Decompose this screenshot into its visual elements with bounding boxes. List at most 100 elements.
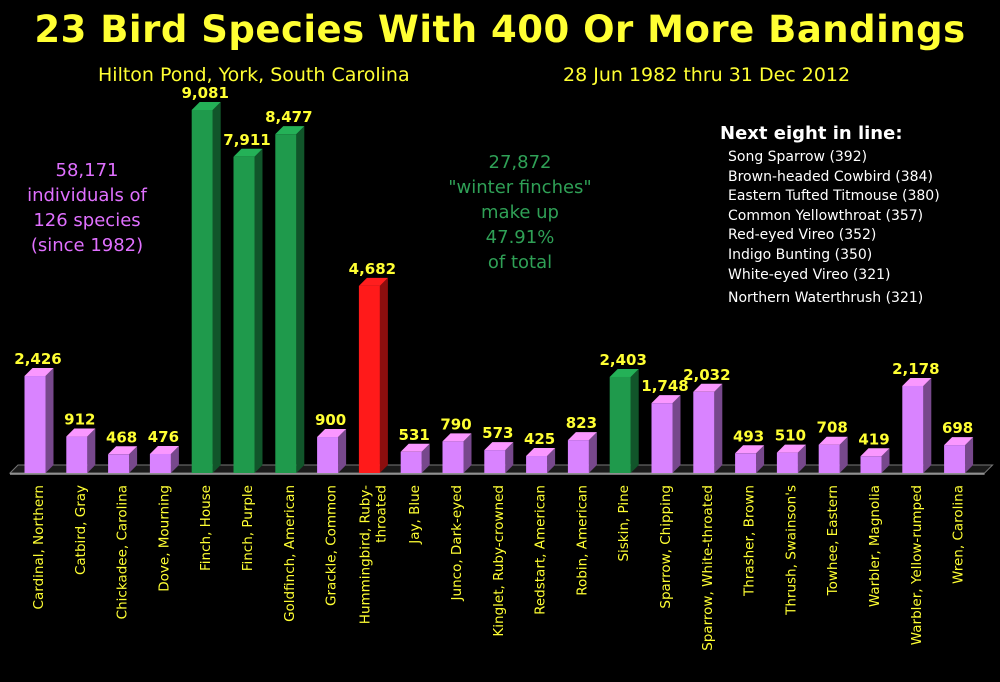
category-tick-label: Thrush, Swainson's <box>783 485 799 616</box>
bar <box>567 432 597 473</box>
bar-front <box>609 376 631 473</box>
bar-front <box>24 376 46 473</box>
bar <box>275 126 305 473</box>
bar <box>317 429 347 473</box>
bar-top <box>442 433 472 442</box>
category-tick-label: Finch, Purple <box>240 485 256 571</box>
category-tick-label: Catbird, Gray <box>73 485 89 575</box>
next-eight-item: Northern Waterthrush (321) <box>728 290 924 307</box>
bar-value-label: 531 <box>399 426 430 444</box>
bar-top <box>693 383 723 392</box>
bar-value-label: 573 <box>482 424 513 442</box>
bar-value-label: 698 <box>942 419 973 437</box>
individuals-note-line: 126 species <box>33 210 141 231</box>
bar-side <box>338 429 347 473</box>
bar-side <box>170 445 179 473</box>
bar-front <box>317 437 339 473</box>
category-tick-label: Junco, Dark-eyed <box>449 485 465 601</box>
next-eight-item: Eastern Tufted Titmouse (380) <box>728 188 940 205</box>
bar <box>484 442 514 473</box>
category-tick-label: throated <box>373 485 389 543</box>
bar-front <box>944 445 966 473</box>
bar-front <box>693 391 715 473</box>
bar-top <box>233 148 263 157</box>
bar-side <box>45 368 54 473</box>
individuals-note-line: 58,171 <box>55 160 119 181</box>
category-tick-label: Dove, Mourning <box>156 485 172 592</box>
bar-side <box>923 377 932 473</box>
bar-side <box>547 448 556 473</box>
bar-value-label: 900 <box>315 411 346 429</box>
category-tick-label: Cardinal, Northern <box>31 485 47 609</box>
bar <box>818 436 848 473</box>
next-eight-item: Song Sparrow (392) <box>728 149 868 165</box>
bar-side <box>797 444 806 473</box>
bar-top <box>526 448 556 457</box>
bar-top <box>860 448 890 457</box>
bar-side <box>212 102 221 473</box>
bar-value-label: 2,426 <box>14 350 61 368</box>
bar <box>24 368 54 473</box>
bar-side <box>296 126 305 473</box>
bar-top <box>567 432 597 441</box>
bar-side <box>630 368 639 473</box>
bar-top <box>108 446 138 455</box>
category-tick-label: Hummingbird, Ruby- <box>357 485 373 624</box>
bar-top <box>24 368 54 377</box>
category-tick-label: Thrasher, Brown <box>742 485 758 597</box>
bar-value-label: 4,682 <box>349 260 396 278</box>
bar <box>108 446 138 473</box>
bar-front <box>902 385 924 473</box>
next-eight-item: Brown-headed Cowbird (384) <box>728 168 933 185</box>
bar-value-label: 912 <box>64 411 95 429</box>
bar-front <box>442 441 464 473</box>
bar <box>735 445 765 473</box>
bar-front <box>818 444 840 473</box>
bar-side <box>505 442 514 473</box>
next-eight-heading: Next eight in line: <box>720 123 903 144</box>
bar <box>400 443 430 473</box>
bar-value-label: 1,748 <box>641 377 688 395</box>
bar <box>776 444 806 473</box>
bar-front <box>400 451 422 473</box>
finches-note-line: 47.91% <box>485 227 555 248</box>
next-eight-item: Common Yellowthroat (357) <box>728 207 924 224</box>
bar <box>609 368 639 473</box>
category-tick-label: Sparrow, Chipping <box>658 485 674 609</box>
category-tick-label: Redstart, American <box>533 485 549 615</box>
bar-front <box>526 456 548 473</box>
chart-subtitle-location: Hilton Pond, York, South Carolina <box>98 64 410 86</box>
bar-side <box>965 437 974 473</box>
bar-front <box>484 450 506 473</box>
bar-front <box>149 453 171 473</box>
bar-value-label: 2,178 <box>892 360 939 378</box>
finches-note-line: "winter finches" <box>448 177 592 198</box>
next-eight-item: Indigo Bunting (350) <box>728 246 873 263</box>
bar-side <box>756 445 765 473</box>
category-tick-label: Grackle, Common <box>324 485 340 606</box>
next-eight-box: Next eight in line: Song Sparrow (392) B… <box>720 123 940 309</box>
finches-note-line: make up <box>481 202 559 223</box>
category-tick-label: Finch, House <box>198 485 214 571</box>
bar-value-label: 9,081 <box>181 84 228 102</box>
bar-side <box>672 395 681 473</box>
chart-title: 23 Bird Species With 400 Or More Banding… <box>34 8 966 51</box>
bar-top <box>818 436 848 445</box>
bar-side <box>129 446 138 473</box>
bar-side <box>881 448 890 473</box>
bar <box>944 437 974 473</box>
next-eight-item: White-eyed Vireo (321) <box>728 266 891 283</box>
category-tick-label: Warbler, Yellow-rumped <box>909 485 925 645</box>
bar-side <box>379 277 388 473</box>
bar-top <box>400 443 430 452</box>
category-tick-label: Kinglet, Ruby-crowned <box>491 485 507 637</box>
bar-front <box>651 403 673 473</box>
category-tick-label: Siskin, Pine <box>616 485 632 562</box>
bar-value-label: 425 <box>524 430 555 448</box>
bar-side <box>463 433 472 473</box>
bar-top <box>275 126 305 135</box>
bar-top <box>149 445 179 454</box>
category-tick-label: Warbler, Magnolia <box>867 485 883 607</box>
bar-side <box>87 428 96 473</box>
